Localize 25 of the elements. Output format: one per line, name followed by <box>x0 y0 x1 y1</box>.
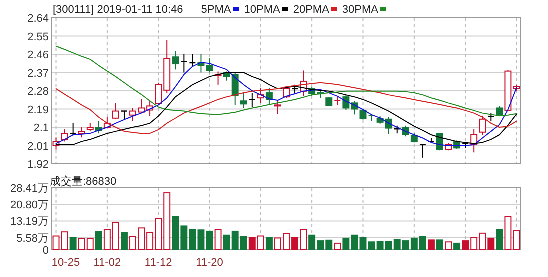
y-tick-label: 28.41万 <box>10 183 49 195</box>
y-tick-label: 2.01 <box>28 140 49 153</box>
x-tick-label: 11-20 <box>196 257 224 269</box>
y-tick-label: 2.55 <box>28 31 49 44</box>
legend-label: 10PMA <box>244 4 281 16</box>
y-tick-label: 2.1 <box>34 122 49 134</box>
y-tick-label: 13.19万 <box>10 216 49 228</box>
y-tick-label: 1.92 <box>28 159 49 171</box>
y-tick-label: 20.80万 <box>10 200 49 212</box>
y-tick-label: 2.19 <box>28 104 49 116</box>
legend-label: 20PMA <box>293 4 330 16</box>
y-tick-label: 2.37 <box>28 68 49 80</box>
legend-label: 30PMA <box>342 4 380 16</box>
y-tick-label: 2.46 <box>28 50 49 62</box>
x-tick-label: 11-12 <box>144 257 172 269</box>
legend-label: 5PMA <box>201 4 232 16</box>
y-tick-label: 0 <box>42 245 49 257</box>
x-tick-label: 10-25 <box>52 257 80 269</box>
y-tick-label: 5.58万 <box>16 232 49 245</box>
y-tick-label: 2.28 <box>28 86 49 98</box>
chart-title: 成交量:86830 <box>50 175 117 188</box>
x-tick-label: 11-02 <box>94 257 122 269</box>
chart-title: [300111] 2019-01-11 10:46 <box>53 4 184 16</box>
y-tick-label: 2.64 <box>28 13 49 25</box>
line-series <box>56 46 518 116</box>
